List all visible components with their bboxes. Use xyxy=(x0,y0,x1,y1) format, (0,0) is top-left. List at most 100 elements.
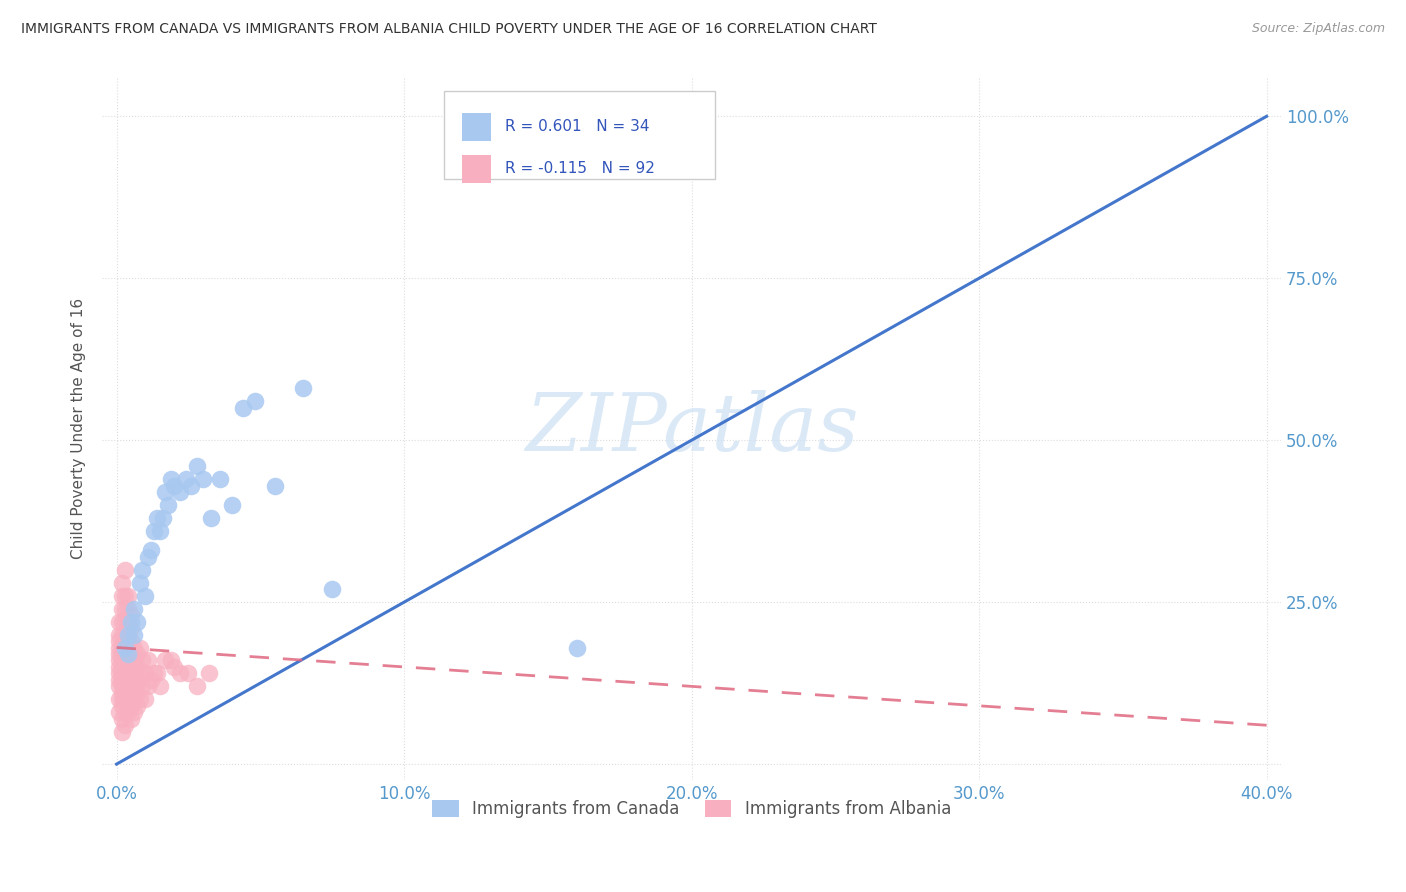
Point xyxy=(128,666,150,681)
Point xyxy=(122,666,145,681)
Text: IMMIGRANTS FROM CANADA VS IMMIGRANTS FROM ALBANIA CHILD POVERTY UNDER THE AGE OF: IMMIGRANTS FROM CANADA VS IMMIGRANTS FRO… xyxy=(21,22,877,37)
Point xyxy=(114,589,136,603)
Point xyxy=(120,660,142,674)
FancyBboxPatch shape xyxy=(444,92,716,179)
Point xyxy=(143,666,166,681)
Point xyxy=(160,472,183,486)
Point xyxy=(128,692,150,706)
Point xyxy=(120,634,142,648)
Point xyxy=(146,511,169,525)
Point xyxy=(114,640,136,655)
Point xyxy=(122,706,145,720)
Point xyxy=(136,679,159,693)
Point xyxy=(108,653,131,667)
Point xyxy=(122,692,145,706)
Point xyxy=(174,472,197,486)
Point xyxy=(111,692,134,706)
Point xyxy=(117,589,139,603)
Point xyxy=(117,679,139,693)
Point xyxy=(120,698,142,713)
Point xyxy=(292,381,315,395)
Point xyxy=(146,666,169,681)
Point xyxy=(111,627,134,641)
Point xyxy=(117,627,139,641)
Text: R = -0.115   N = 92: R = -0.115 N = 92 xyxy=(505,161,655,177)
Point xyxy=(108,706,131,720)
Point xyxy=(117,647,139,661)
Point xyxy=(117,666,139,681)
Point xyxy=(125,647,148,661)
Point xyxy=(117,615,139,629)
Point xyxy=(114,679,136,693)
Point xyxy=(120,615,142,629)
Point xyxy=(111,653,134,667)
Point xyxy=(111,640,134,655)
Point xyxy=(321,582,343,597)
Point xyxy=(117,627,139,641)
Point xyxy=(120,686,142,700)
Point xyxy=(111,724,134,739)
Point xyxy=(117,640,139,655)
Point xyxy=(160,653,183,667)
Point xyxy=(139,543,162,558)
Point xyxy=(114,666,136,681)
Text: R = 0.601   N = 34: R = 0.601 N = 34 xyxy=(505,120,650,134)
FancyBboxPatch shape xyxy=(461,154,491,183)
Point xyxy=(111,601,134,615)
Point xyxy=(114,563,136,577)
Point xyxy=(122,679,145,693)
Point xyxy=(125,686,148,700)
FancyBboxPatch shape xyxy=(461,112,491,141)
Point xyxy=(117,653,139,667)
Point xyxy=(169,666,191,681)
Point xyxy=(120,608,142,623)
Point xyxy=(111,712,134,726)
Point xyxy=(155,485,177,500)
Point xyxy=(111,575,134,590)
Point xyxy=(131,563,153,577)
Point xyxy=(136,653,159,667)
Point xyxy=(114,601,136,615)
Point xyxy=(128,575,150,590)
Point xyxy=(191,472,214,486)
Point xyxy=(243,394,266,409)
Point xyxy=(111,660,134,674)
Point xyxy=(131,679,153,693)
Point xyxy=(111,666,134,681)
Point xyxy=(114,706,136,720)
Point xyxy=(114,673,136,687)
Point xyxy=(565,640,588,655)
Point xyxy=(149,524,172,538)
Point xyxy=(157,498,180,512)
Point xyxy=(197,666,219,681)
Point xyxy=(120,647,142,661)
Point xyxy=(108,692,131,706)
Point xyxy=(122,653,145,667)
Point xyxy=(169,485,191,500)
Point xyxy=(232,401,254,415)
Point xyxy=(125,660,148,674)
Point xyxy=(108,640,131,655)
Y-axis label: Child Poverty Under the Age of 16: Child Poverty Under the Age of 16 xyxy=(72,298,86,559)
Point xyxy=(186,679,208,693)
Point xyxy=(122,640,145,655)
Point xyxy=(111,673,134,687)
Point xyxy=(117,692,139,706)
Point xyxy=(221,498,243,512)
Point xyxy=(186,459,208,474)
Point xyxy=(125,673,148,687)
Point xyxy=(177,666,200,681)
Point xyxy=(122,627,145,641)
Point xyxy=(263,478,285,492)
Point xyxy=(114,692,136,706)
Point xyxy=(163,478,186,492)
Point xyxy=(108,666,131,681)
Point xyxy=(108,627,131,641)
Point xyxy=(180,478,202,492)
Point xyxy=(209,472,232,486)
Point xyxy=(152,511,174,525)
Text: ZIPatlas: ZIPatlas xyxy=(524,390,858,467)
Point xyxy=(114,653,136,667)
Point xyxy=(134,666,156,681)
Point xyxy=(139,673,162,687)
